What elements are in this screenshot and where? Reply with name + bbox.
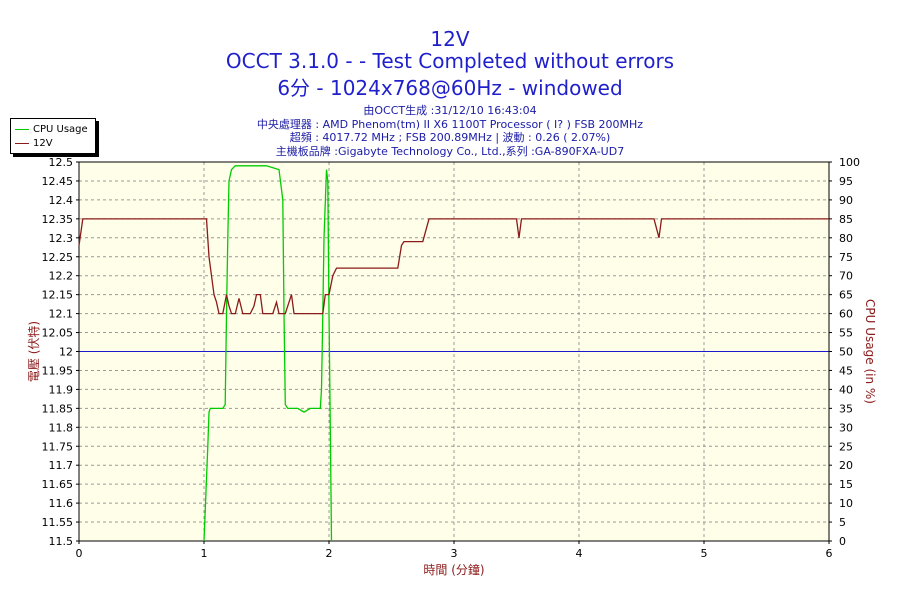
series-line-12v <box>78 218 829 315</box>
y-right-tick-label: 20 <box>839 459 853 472</box>
y-left-tick-label: 12.45 <box>42 175 74 188</box>
y-right-tick-label: 95 <box>839 175 853 188</box>
y-right-tick-label: 85 <box>839 213 853 226</box>
y-left-tick-label: 11.9 <box>49 383 74 396</box>
y-right-tick-label: 50 <box>839 346 853 359</box>
y-left-axis-label: 電壓 (伏特) <box>26 321 41 382</box>
y-left-tick-label: 12.25 <box>42 251 74 264</box>
chart-title: 12V <box>430 27 470 51</box>
y-right-tick-label: 55 <box>839 327 853 340</box>
y-left-tick-label: 11.75 <box>42 440 74 453</box>
y-left-tick-label: 11.6 <box>49 497 74 510</box>
y-left-tick-label: 11.55 <box>42 516 74 529</box>
y-left-tick-label: 12.1 <box>49 308 74 321</box>
y-right-tick-label: 30 <box>839 421 853 434</box>
x-tick-label: 0 <box>76 547 83 560</box>
x-tick-label: 3 <box>451 547 458 560</box>
y-right-tick-label: 5 <box>839 516 846 529</box>
y-right-tick-label: 10 <box>839 497 853 510</box>
y-right-tick-label: 65 <box>839 289 853 302</box>
y-right-tick-label: 80 <box>839 232 853 245</box>
legend-label-cpu: CPU Usage <box>33 123 88 135</box>
info-motherboard: 主機板品牌 :Gigabyte Technology Co., Ltd.,系列 … <box>275 145 625 158</box>
y-left-tick-label: 11.8 <box>49 421 74 434</box>
y-left-tick-label: 11.65 <box>42 478 74 491</box>
y-left-tick-label: 11.95 <box>42 364 74 377</box>
y-left-tick-label: 12.15 <box>42 289 74 302</box>
y-right-tick-label: 25 <box>839 440 853 453</box>
chart-subtitle-test-status: OCCT 3.1.0 - - Test Completed without er… <box>225 49 675 73</box>
x-tick-label: 2 <box>326 547 333 560</box>
chart-subtitle-resolution: 6分 - 1024x768@60Hz - windowed <box>277 76 623 100</box>
legend: CPU Usage 12V <box>10 118 96 154</box>
y-left-tick-label: 12.05 <box>42 327 74 340</box>
y-right-tick-label: 45 <box>839 364 853 377</box>
info-generated: 由OCCT生成 :31/12/10 16:43:04 <box>363 104 537 117</box>
y-right-tick-label: 70 <box>839 270 853 283</box>
y-left-tick-label: 11.85 <box>42 402 74 415</box>
y-left-tick-label: 12.4 <box>49 194 74 207</box>
legend-swatch-cpu <box>15 128 29 130</box>
info-cpu: 中央處理器 : AMD Phenom(tm) II X6 1100T Proce… <box>256 118 644 131</box>
y-left-tick-label: 12 <box>59 346 73 359</box>
y-left-tick-label: 11.5 <box>49 535 74 548</box>
legend-swatch-12v <box>15 142 29 144</box>
y-left-tick-label: 11.7 <box>49 459 74 472</box>
y-right-tick-label: 0 <box>839 535 846 548</box>
legend-item-cpu: CPU Usage <box>15 122 88 136</box>
x-tick-label: 6 <box>826 547 833 560</box>
y-left-tick-label: 12.2 <box>49 270 74 283</box>
legend-label-12v: 12V <box>33 137 53 149</box>
series-line-cpu-usage <box>203 165 333 542</box>
y-right-axis-label: CPU Usage (in %) <box>863 299 877 404</box>
y-left-tick-label: 12.5 <box>49 156 74 169</box>
y-right-tick-label: 90 <box>839 194 853 207</box>
x-axis-label: 時間 (分鐘) <box>423 562 484 577</box>
y-right-tick-label: 100 <box>839 156 860 169</box>
info-overclock: 超頻 : 4017.72 MHz ; FSB 200.89MHz | 波動 : … <box>289 131 611 144</box>
y-right-tick-label: 35 <box>839 402 853 415</box>
x-tick-label: 5 <box>701 547 708 560</box>
y-right-tick-label: 60 <box>839 308 853 321</box>
y-right-tick-label: 40 <box>839 383 853 396</box>
legend-item-12v: 12V <box>15 136 53 150</box>
x-tick-label: 1 <box>201 547 208 560</box>
y-left-tick-label: 12.3 <box>49 232 74 245</box>
y-left-tick-label: 12.35 <box>42 213 74 226</box>
x-tick-label: 4 <box>576 547 583 560</box>
y-right-tick-label: 15 <box>839 478 853 491</box>
y-right-tick-label: 75 <box>839 251 853 264</box>
